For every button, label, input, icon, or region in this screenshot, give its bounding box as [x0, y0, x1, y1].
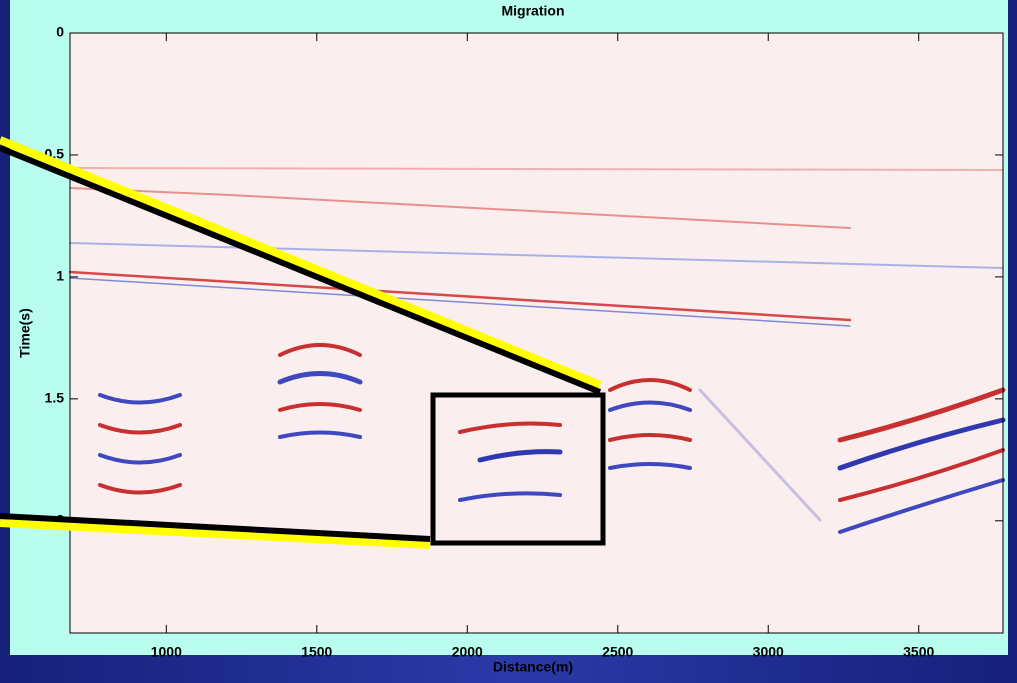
x-tick-label: 3000: [753, 644, 784, 660]
reflector: [98, 423, 182, 435]
reflector: [278, 343, 362, 357]
reflector: [68, 270, 852, 322]
reflector: [608, 433, 692, 442]
x-axis-label: Distance(m): [493, 659, 573, 675]
reflector: [69, 242, 1004, 269]
x-tick-label: 2500: [602, 644, 633, 660]
reflector: [838, 448, 1005, 502]
callout-line: [0, 519, 431, 549]
reflector: [698, 388, 822, 522]
callout-line: [0, 513, 431, 542]
reflector: [458, 491, 562, 502]
axes-box: [69, 32, 1004, 634]
reflector: [608, 378, 692, 392]
reflector: [98, 393, 182, 405]
x-tick-label: 2000: [452, 644, 483, 660]
reflector: [838, 478, 1005, 534]
reflector: [278, 430, 362, 439]
reflector: [608, 462, 692, 470]
reflector: [278, 402, 362, 412]
chart-title: Migration: [502, 3, 565, 19]
callout-line: [0, 136, 602, 389]
y-axis-label: Time(s): [17, 308, 33, 358]
reflector: [458, 421, 562, 434]
y-tick-label: 1.5: [45, 390, 65, 406]
reflector: [477, 449, 563, 463]
reflector: [608, 400, 692, 412]
reflector: [69, 277, 851, 327]
y-tick-label: 0: [56, 24, 64, 40]
x-tick-label: 3500: [903, 644, 934, 660]
reflector: [837, 417, 1006, 471]
callout-line: [0, 145, 602, 395]
reflector: [69, 167, 1004, 171]
reflector: [98, 483, 182, 495]
zoom-box: [430, 392, 606, 546]
x-tick-label: 1000: [151, 644, 182, 660]
reflector: [837, 387, 1006, 443]
reflector: [277, 371, 363, 385]
reflector: [98, 453, 182, 465]
y-tick-label: 1: [56, 268, 64, 284]
x-tick-label: 1500: [301, 644, 332, 660]
